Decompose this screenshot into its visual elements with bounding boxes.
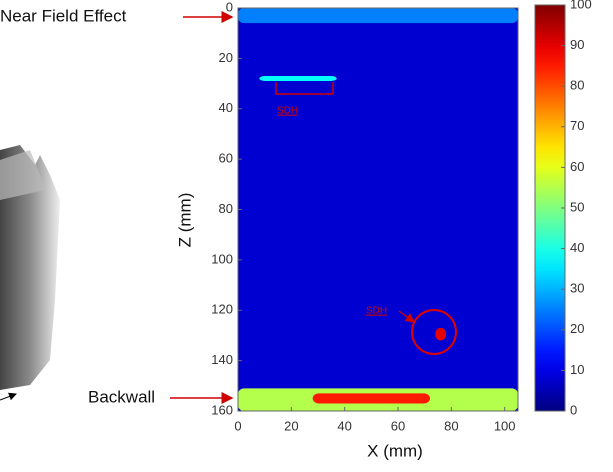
y-tick-label: 100 <box>211 251 233 266</box>
y-tick-label: 120 <box>211 302 233 317</box>
colorbar-tick-label: 40 <box>570 240 584 255</box>
y-tick-label: 20 <box>219 50 233 65</box>
colorbar-tick-label: 70 <box>570 118 584 133</box>
y-tick-label: 140 <box>211 352 233 367</box>
colorbar <box>534 4 566 412</box>
heatmap-feature <box>259 76 337 82</box>
specimen-photo <box>0 145 60 401</box>
annotation: Near Field Effect <box>0 6 127 25</box>
colorbar-tick-label: 50 <box>570 199 584 214</box>
y-tick-label: 0 <box>226 0 233 14</box>
colorbar-tick-label: 0 <box>570 402 577 417</box>
x-tick-label: 0 <box>234 418 241 433</box>
colorbar-tick-label: 10 <box>570 362 584 377</box>
annotation: Backwall <box>88 387 155 406</box>
y-tick-label: 40 <box>219 100 233 115</box>
x-tick-label: 60 <box>391 418 405 433</box>
y-tick-label: 60 <box>219 151 233 166</box>
heatmap-feature <box>435 327 446 341</box>
circle <box>411 309 457 355</box>
bracket <box>275 82 334 95</box>
colorbar-tick-label: 90 <box>570 37 584 52</box>
y-axis-label: Z (mm) <box>175 193 194 248</box>
arrow <box>398 310 415 323</box>
colorbar-tick-label: 100 <box>570 0 592 11</box>
x-tick-label: 40 <box>337 418 351 433</box>
annotation: SDH <box>366 306 387 317</box>
x-tick-label: 20 <box>284 418 298 433</box>
colorbar-tick-label: 20 <box>570 321 584 336</box>
colorbar-tick-label: 30 <box>570 281 584 296</box>
x-tick-label: 100 <box>494 418 516 433</box>
annotation: SDH <box>277 106 298 117</box>
heatmap-feature <box>312 393 430 404</box>
annotations: Near Field Effect Backwall SDH SDH <box>0 6 457 406</box>
y-tick-label: 80 <box>219 201 233 216</box>
colorbar-tick-label: 60 <box>570 159 584 174</box>
x-tick-label: 80 <box>444 418 458 433</box>
heatmap-feature <box>238 8 518 24</box>
y-tick-label: 160 <box>211 402 233 417</box>
colorbar-tick-label: 80 <box>570 78 584 93</box>
x-axis-label: X (mm) <box>367 441 423 460</box>
plot-area <box>237 7 519 412</box>
heatmap-background <box>238 8 518 411</box>
